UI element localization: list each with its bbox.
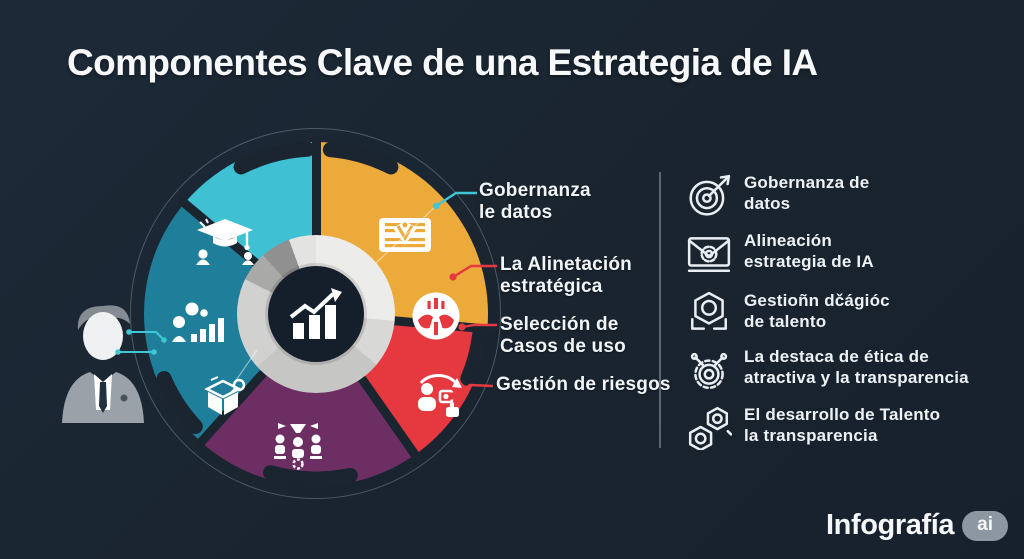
callout-line: Gobernanza [479, 180, 591, 201]
brand-text: Infografía [826, 509, 955, 541]
ethics-gear-icon [690, 352, 728, 390]
callout-line: Selección de [500, 314, 619, 335]
legend-line: estrategia de IA [744, 252, 874, 271]
risk-circle-icon [412, 292, 460, 340]
growth-chart-icon [289, 288, 342, 339]
user-management-icon [418, 373, 462, 417]
legend-item-talento: Gestioñn dčágióc de talento [686, 290, 1006, 336]
envelope-gear-icon [687, 237, 731, 273]
legend-text: Gestioñn dčágióc de talento [744, 290, 890, 332]
legend-line: El desarrollo de Talento [744, 405, 941, 424]
callout-line: Gestión de riesgos [496, 374, 671, 395]
talent-pipeline-icon [274, 423, 322, 470]
legend-item-gobernanza: Gobernanza de datos [686, 172, 1006, 218]
segment-gap [311, 134, 321, 314]
legend-text: El desarrollo de Talento la transparenci… [744, 404, 940, 446]
legend-item-desarrollo: El desarrollo de Talento la transparenci… [686, 404, 1006, 450]
graduation-cap-icon [196, 218, 254, 265]
legend-text: Gobernanza de datos [744, 172, 869, 214]
legend-text: La destaca de ética de atractiva y la tr… [744, 346, 969, 388]
segment-gaps [130, 128, 502, 500]
talent-gears-icon [688, 406, 732, 450]
callout-alineacion-estrategica: La Alinetación estratégica [500, 254, 632, 298]
legend-item-alineacion: Alineación estrategia de IA [686, 230, 1006, 276]
legend-line: Alineación [744, 231, 832, 250]
page-title: Componentes Clave de una Estrategia de I… [67, 42, 818, 83]
chart-outline-circle [130, 128, 501, 499]
legend-line: datos [744, 194, 791, 213]
callout-line: La Alinetación [500, 254, 632, 275]
certificate-document-icon [379, 218, 431, 252]
callout-line: Casos de uso [500, 336, 626, 357]
donut-chart [130, 128, 502, 500]
legend-item-etica: La destaca de ética de atractiva y la tr… [686, 346, 1006, 392]
vertical-divider [659, 172, 661, 448]
segment-edge-arcs [156, 141, 488, 487]
legend-line: La destaca de ética de [744, 347, 929, 366]
legend-line: de talento [744, 312, 827, 331]
legend-line: Gobernanza de [744, 173, 870, 192]
businessman-figure [62, 305, 144, 423]
legend-text: Alineación estrategia de IA [744, 230, 874, 272]
footer-brand: Infografía ai [826, 509, 1008, 542]
legend-line: atractiva y la transparencia [744, 368, 969, 387]
hexagon-person-icon [691, 291, 727, 330]
legend-line: la transparencia [744, 426, 878, 445]
target-icon [689, 174, 731, 216]
callout-line: estratégica [500, 276, 603, 297]
legend-line: Gestioñn dčágióc [744, 291, 890, 310]
ai-badge: ai [962, 510, 1008, 541]
callout-gestion-riesgos: Gestión de riesgos [496, 374, 671, 396]
callout-gobernanza-datos: Gobernanza le datos [479, 180, 591, 224]
ranking-chart-icon [172, 302, 224, 342]
package-icon [204, 376, 246, 415]
chart-center [268, 266, 364, 362]
callout-seleccion-casos: Selección de Casos de uso [500, 314, 626, 358]
callout-line: le datos [479, 202, 553, 223]
